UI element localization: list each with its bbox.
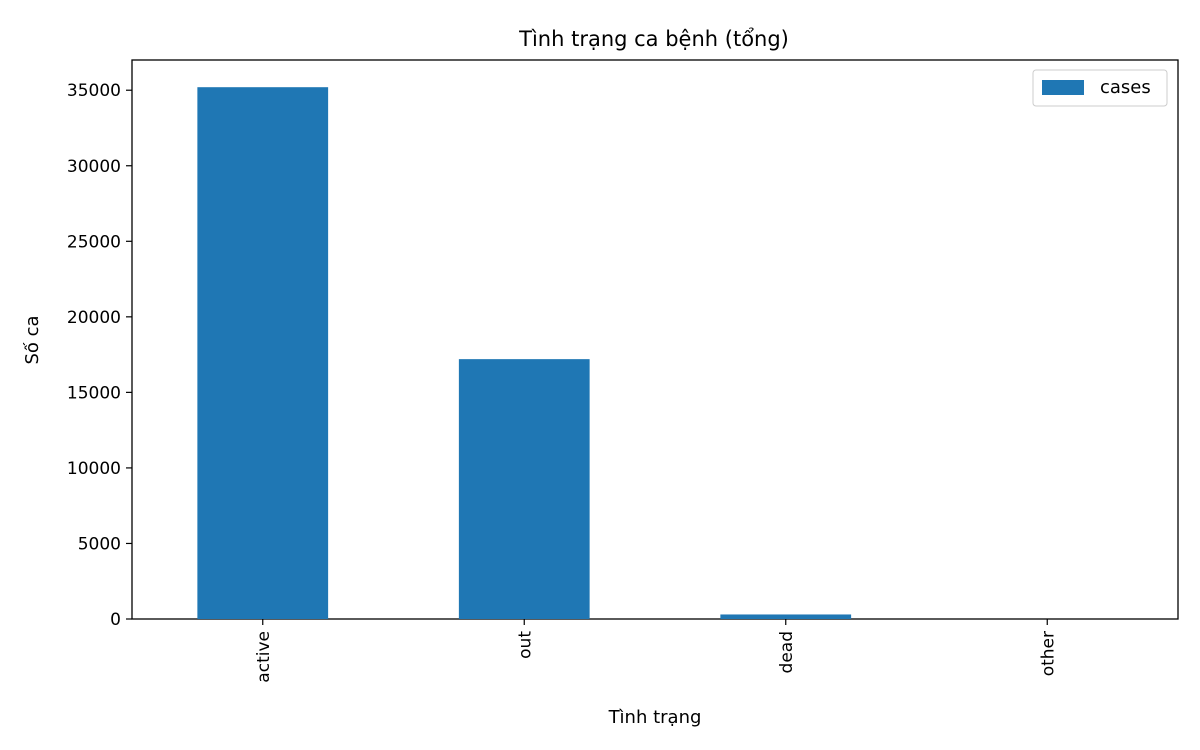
bar-dead	[720, 614, 852, 619]
bar-active	[197, 87, 329, 620]
y-tick-label: 30000	[67, 157, 121, 177]
legend: cases	[1032, 69, 1168, 107]
chart-title: Tình trạng ca bệnh (tổng)	[518, 27, 789, 51]
bars-group	[197, 87, 852, 620]
x-tick-label-other: other	[1038, 631, 1058, 676]
x-axis: active out dead other	[254, 619, 1058, 683]
y-tick-label: 20000	[67, 308, 121, 328]
y-axis-label: Số ca	[22, 315, 43, 364]
bar-out	[458, 359, 590, 619]
y-tick-label: 25000	[67, 232, 121, 252]
x-tick-label-out: out	[515, 631, 535, 659]
y-tick-label: 0	[110, 610, 121, 630]
y-tick-label: 10000	[67, 459, 121, 479]
y-tick-label: 5000	[78, 534, 121, 554]
y-tick-label: 15000	[67, 383, 121, 403]
legend-swatch-cases	[1042, 80, 1084, 95]
legend-box	[1032, 69, 1168, 107]
y-axis: 0 5000 10000 15000 20000 25000 30000 35000	[67, 81, 132, 630]
x-axis-label: Tình trạng	[608, 707, 702, 728]
plot-frame	[131, 59, 1179, 620]
plot-area	[131, 59, 1179, 620]
x-tick-label-dead: dead	[777, 631, 797, 673]
legend-label-cases: cases	[1100, 77, 1151, 98]
x-tick-label-active: active	[254, 631, 274, 683]
y-tick-label: 35000	[67, 81, 121, 101]
